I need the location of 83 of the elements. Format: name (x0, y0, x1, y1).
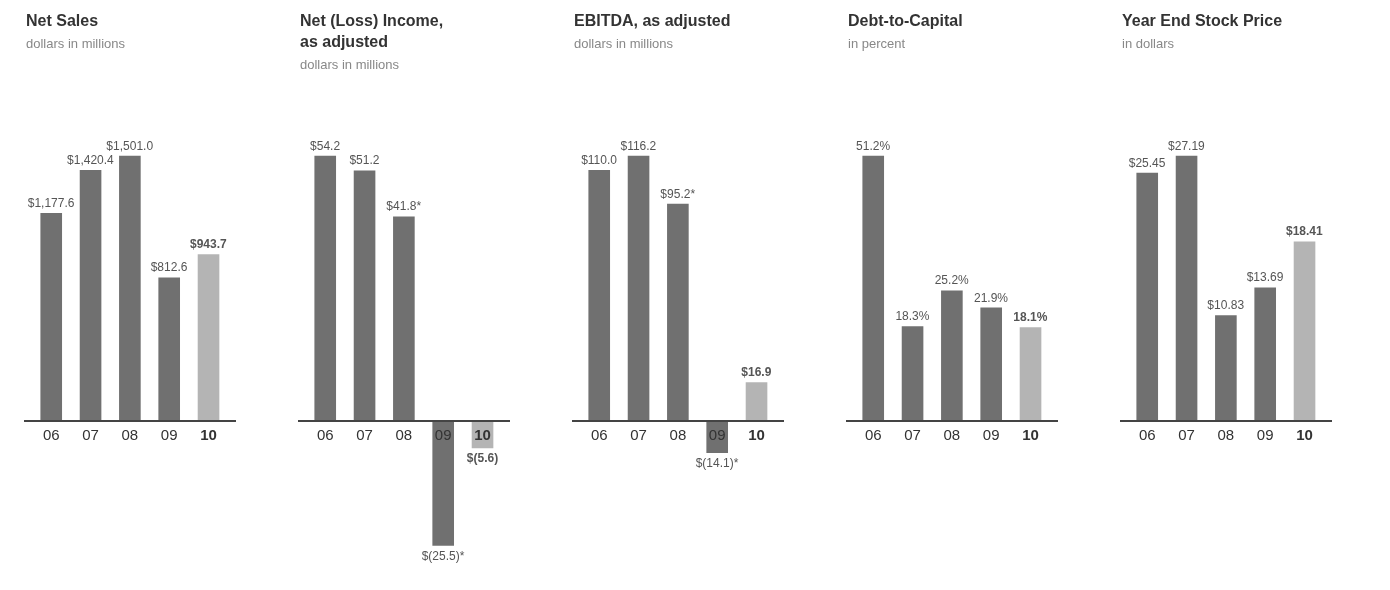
data-label: $27.19 (1168, 138, 1206, 153)
chart-subtitle: in percent (848, 36, 906, 51)
chart-subtitle: in dollars (1122, 36, 1175, 51)
bar (745, 382, 768, 421)
bar (1175, 155, 1198, 421)
data-label: $51.2 (349, 153, 380, 168)
chart-title: Debt-to-Capital (848, 12, 963, 29)
chart-title: Year End Stock Price (1122, 12, 1283, 29)
x-tick-label: 09 (1256, 425, 1274, 443)
x-tick-label: 08 (943, 425, 961, 443)
data-label: 25.2% (934, 273, 970, 288)
x-tick-label: 07 (356, 425, 373, 443)
data-label: $18.41 (1286, 224, 1324, 239)
data-label: $10.83 (1207, 298, 1245, 313)
x-tick-label: 10 (474, 425, 491, 443)
data-label: 51.2% (856, 138, 891, 153)
x-tick-label: 08 (395, 425, 413, 443)
data-label: $25.45 (1128, 155, 1166, 170)
chart-title: Net (Loss) Income, as adjusted (300, 12, 444, 50)
bar (432, 420, 455, 546)
bar (314, 155, 337, 421)
bar (627, 155, 650, 421)
bar (1136, 172, 1159, 421)
x-tick-label: 08 (121, 425, 139, 443)
x-tick-label: 10 (1022, 425, 1039, 443)
chart-title: Net Sales (26, 12, 99, 29)
x-tick-label: 08 (669, 425, 687, 443)
chart-title: EBITDA, as adjusted (574, 12, 731, 29)
data-label: 18.1% (1013, 310, 1048, 325)
chart-subtitle: dollars in millions (26, 36, 126, 51)
x-tick-label: 09 (708, 425, 726, 443)
data-label: $116.2 (620, 138, 657, 153)
bar (1019, 327, 1042, 421)
data-label: $812.6 (150, 260, 188, 275)
data-label: $(14.1)* (695, 456, 739, 471)
bar (1254, 287, 1277, 421)
bar (667, 203, 689, 421)
x-tick-label: 07 (82, 425, 99, 443)
data-label: $943.7 (190, 237, 228, 252)
x-tick-label: 06 (316, 425, 334, 443)
data-label: $13.69 (1246, 270, 1284, 285)
x-tick-label: 07 (1178, 425, 1195, 443)
x-tick-label: 06 (864, 425, 882, 443)
x-tick-label: 08 (1217, 425, 1235, 443)
data-label: $16.9 (741, 365, 772, 380)
bar (862, 155, 885, 421)
x-tick-label: 09 (982, 425, 1000, 443)
chart-subtitle: dollars in millions (574, 36, 674, 51)
x-tick-label: 06 (1138, 425, 1156, 443)
bar (941, 290, 963, 421)
x-tick-label: 07 (630, 425, 647, 443)
data-label: $95.2* (660, 186, 696, 201)
bar (119, 155, 141, 421)
data-label: $1,420.4 (67, 153, 115, 168)
data-label: 18.3% (895, 309, 930, 324)
data-label: $1,177.6 (27, 195, 75, 210)
x-tick-label: 10 (200, 425, 217, 443)
bar (980, 307, 1003, 421)
chart-subtitle: dollars in millions (300, 57, 400, 72)
x-tick-label: 06 (590, 425, 608, 443)
bar (1215, 315, 1237, 421)
bar (901, 326, 924, 421)
data-label: 21.9% (974, 290, 1009, 305)
data-label: $54.2 (310, 138, 341, 153)
x-tick-label: 09 (434, 425, 452, 443)
x-tick-label: 07 (904, 425, 921, 443)
bar (40, 212, 63, 421)
x-tick-label: 09 (160, 425, 178, 443)
x-tick-label: 10 (1296, 425, 1313, 443)
bar (79, 170, 102, 421)
data-label: $41.8* (386, 199, 422, 214)
bar (588, 169, 611, 421)
x-tick-label: 06 (42, 425, 60, 443)
bar (1293, 241, 1316, 421)
data-label: $110.0 (581, 152, 618, 167)
x-tick-label: 10 (748, 425, 765, 443)
bar (393, 216, 415, 421)
bar (353, 170, 376, 421)
bar (197, 254, 220, 421)
data-label: $(25.5)* (421, 548, 465, 563)
data-label: $(5.6) (466, 451, 499, 466)
data-label: $1,501.0 (106, 138, 154, 153)
bar (158, 277, 181, 421)
